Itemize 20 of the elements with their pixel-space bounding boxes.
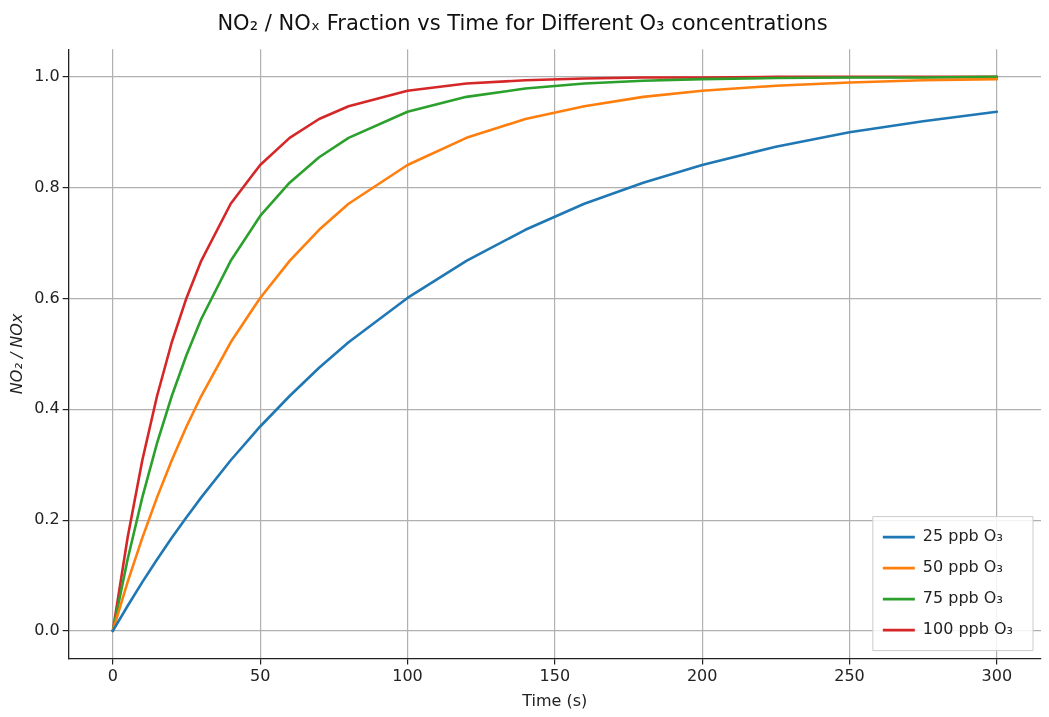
x-tick-label: 300 xyxy=(981,666,1013,686)
y-tick-label: 1.0 xyxy=(34,66,60,86)
x-tick-label: 50 xyxy=(249,666,271,686)
y-axis-title: NO₂ / NOx xyxy=(6,313,26,395)
chart-title: NO₂ / NOₓ Fraction vs Time for Different O₃ concentrations xyxy=(217,11,828,36)
legend-label: 75 ppb O₃ xyxy=(922,588,1003,608)
legend-label: 50 ppb O₃ xyxy=(922,557,1003,577)
y-tick-label: 0.6 xyxy=(34,287,60,307)
legend-label: 100 ppb O₃ xyxy=(922,619,1013,639)
x-tick-label: 100 xyxy=(392,666,423,686)
x-tick-label: 250 xyxy=(834,666,865,686)
x-axis-title: Time (s) xyxy=(521,690,588,710)
x-tick-label: 150 xyxy=(539,666,571,686)
x-tick-label: 200 xyxy=(686,666,718,686)
y-tick-label: 0.4 xyxy=(34,398,60,418)
y-tick-label: 0.0 xyxy=(34,620,60,640)
x-tick-label: 0 xyxy=(107,666,118,686)
y-tick-label: 0.2 xyxy=(34,509,60,529)
y-tick-label: 0.8 xyxy=(34,176,60,196)
legend-label: 25 ppb O₃ xyxy=(922,526,1003,546)
